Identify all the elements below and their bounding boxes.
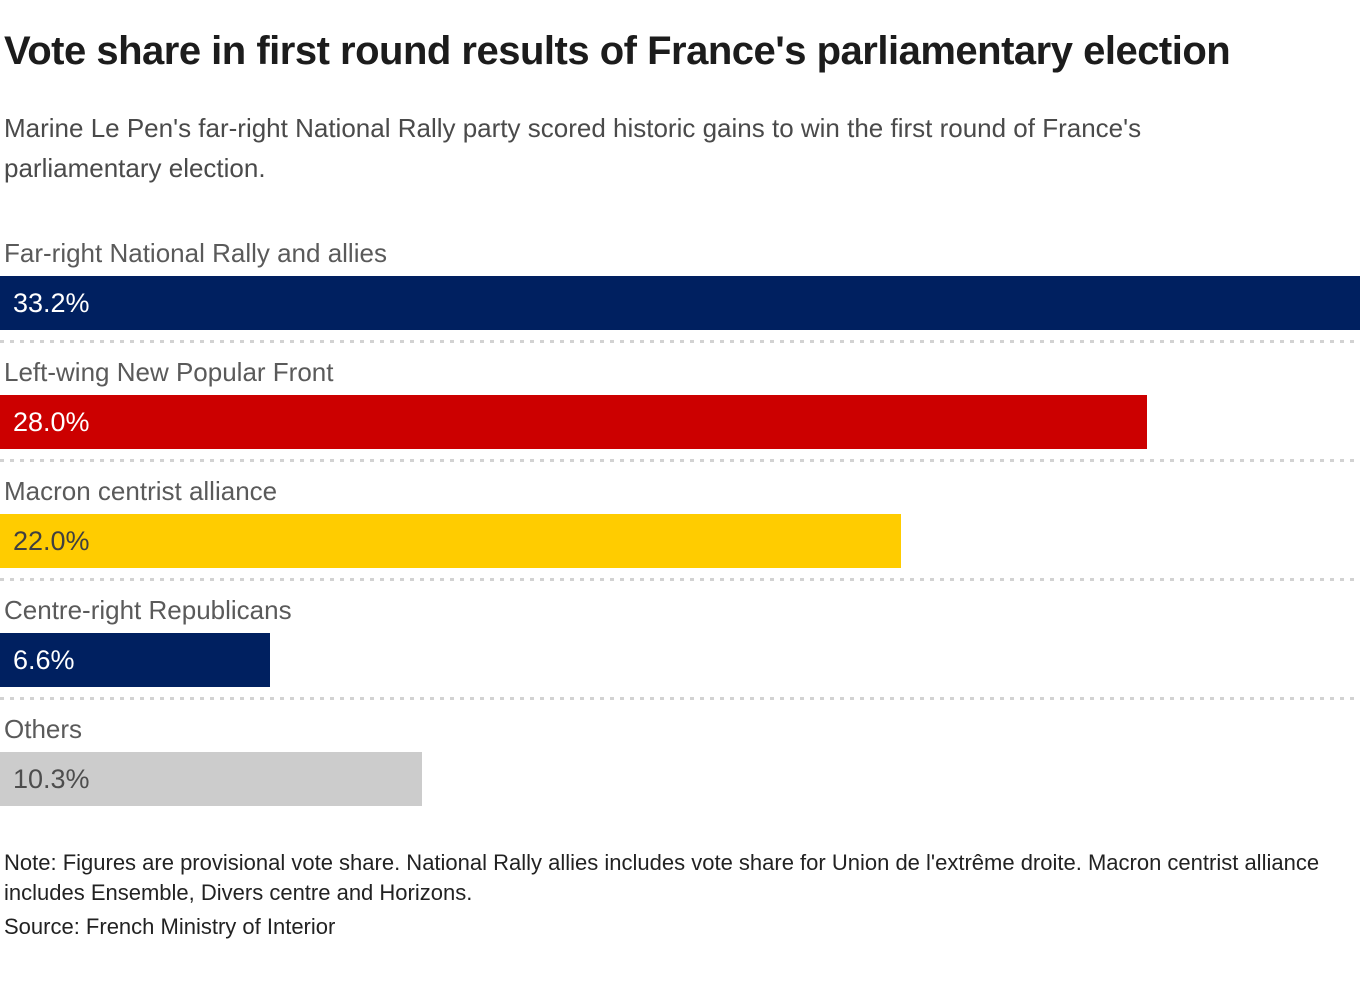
bar-value-label: 10.3% (13, 763, 90, 794)
bar-chart: Far-right National Rally and allies 33.2… (0, 230, 1360, 806)
row-separator (0, 578, 1360, 581)
row-separator (0, 697, 1360, 700)
bar-row: Centre-right Republicans 6.6% (0, 587, 1360, 700)
bar: 10.3% (0, 752, 422, 806)
chart-footer: Note: Figures are provisional vote share… (0, 848, 1360, 942)
bar-category-label: Centre-right Republicans (4, 595, 292, 625)
row-separator (0, 459, 1360, 462)
chart-note: Note: Figures are provisional vote share… (4, 850, 1320, 905)
page-subtitle: Marine Le Pen's far-right National Rally… (4, 113, 1142, 183)
bar-category-label: Macron centrist alliance (4, 476, 278, 506)
row-separator (0, 340, 1360, 343)
bar-row: Far-right National Rally and allies 33.2… (0, 230, 1360, 343)
chart-source: Source: French Ministry of Interior (4, 914, 336, 939)
bar-value-label: 33.2% (13, 287, 90, 318)
bar-value-label: 6.6% (13, 644, 75, 675)
bar-category-label: Left-wing New Popular Front (4, 357, 334, 387)
bar-category-label: Others (4, 714, 83, 744)
page-title: Vote share in first round results of Fra… (4, 29, 1231, 73)
bar: 6.6% (0, 633, 271, 687)
bar-row: Others 10.3% (0, 706, 1360, 806)
bar: 22.0% (0, 514, 902, 568)
bar-row: Macron centrist alliance 22.0% (0, 468, 1360, 581)
bar-category-label: Far-right National Rally and allies (4, 238, 387, 268)
bar-row: Left-wing New Popular Front 28.0% (0, 349, 1360, 462)
bar-value-label: 28.0% (13, 406, 90, 437)
bar: 28.0% (0, 395, 1147, 449)
bar-value-label: 22.0% (13, 525, 90, 556)
bar: 33.2% (0, 276, 1360, 330)
